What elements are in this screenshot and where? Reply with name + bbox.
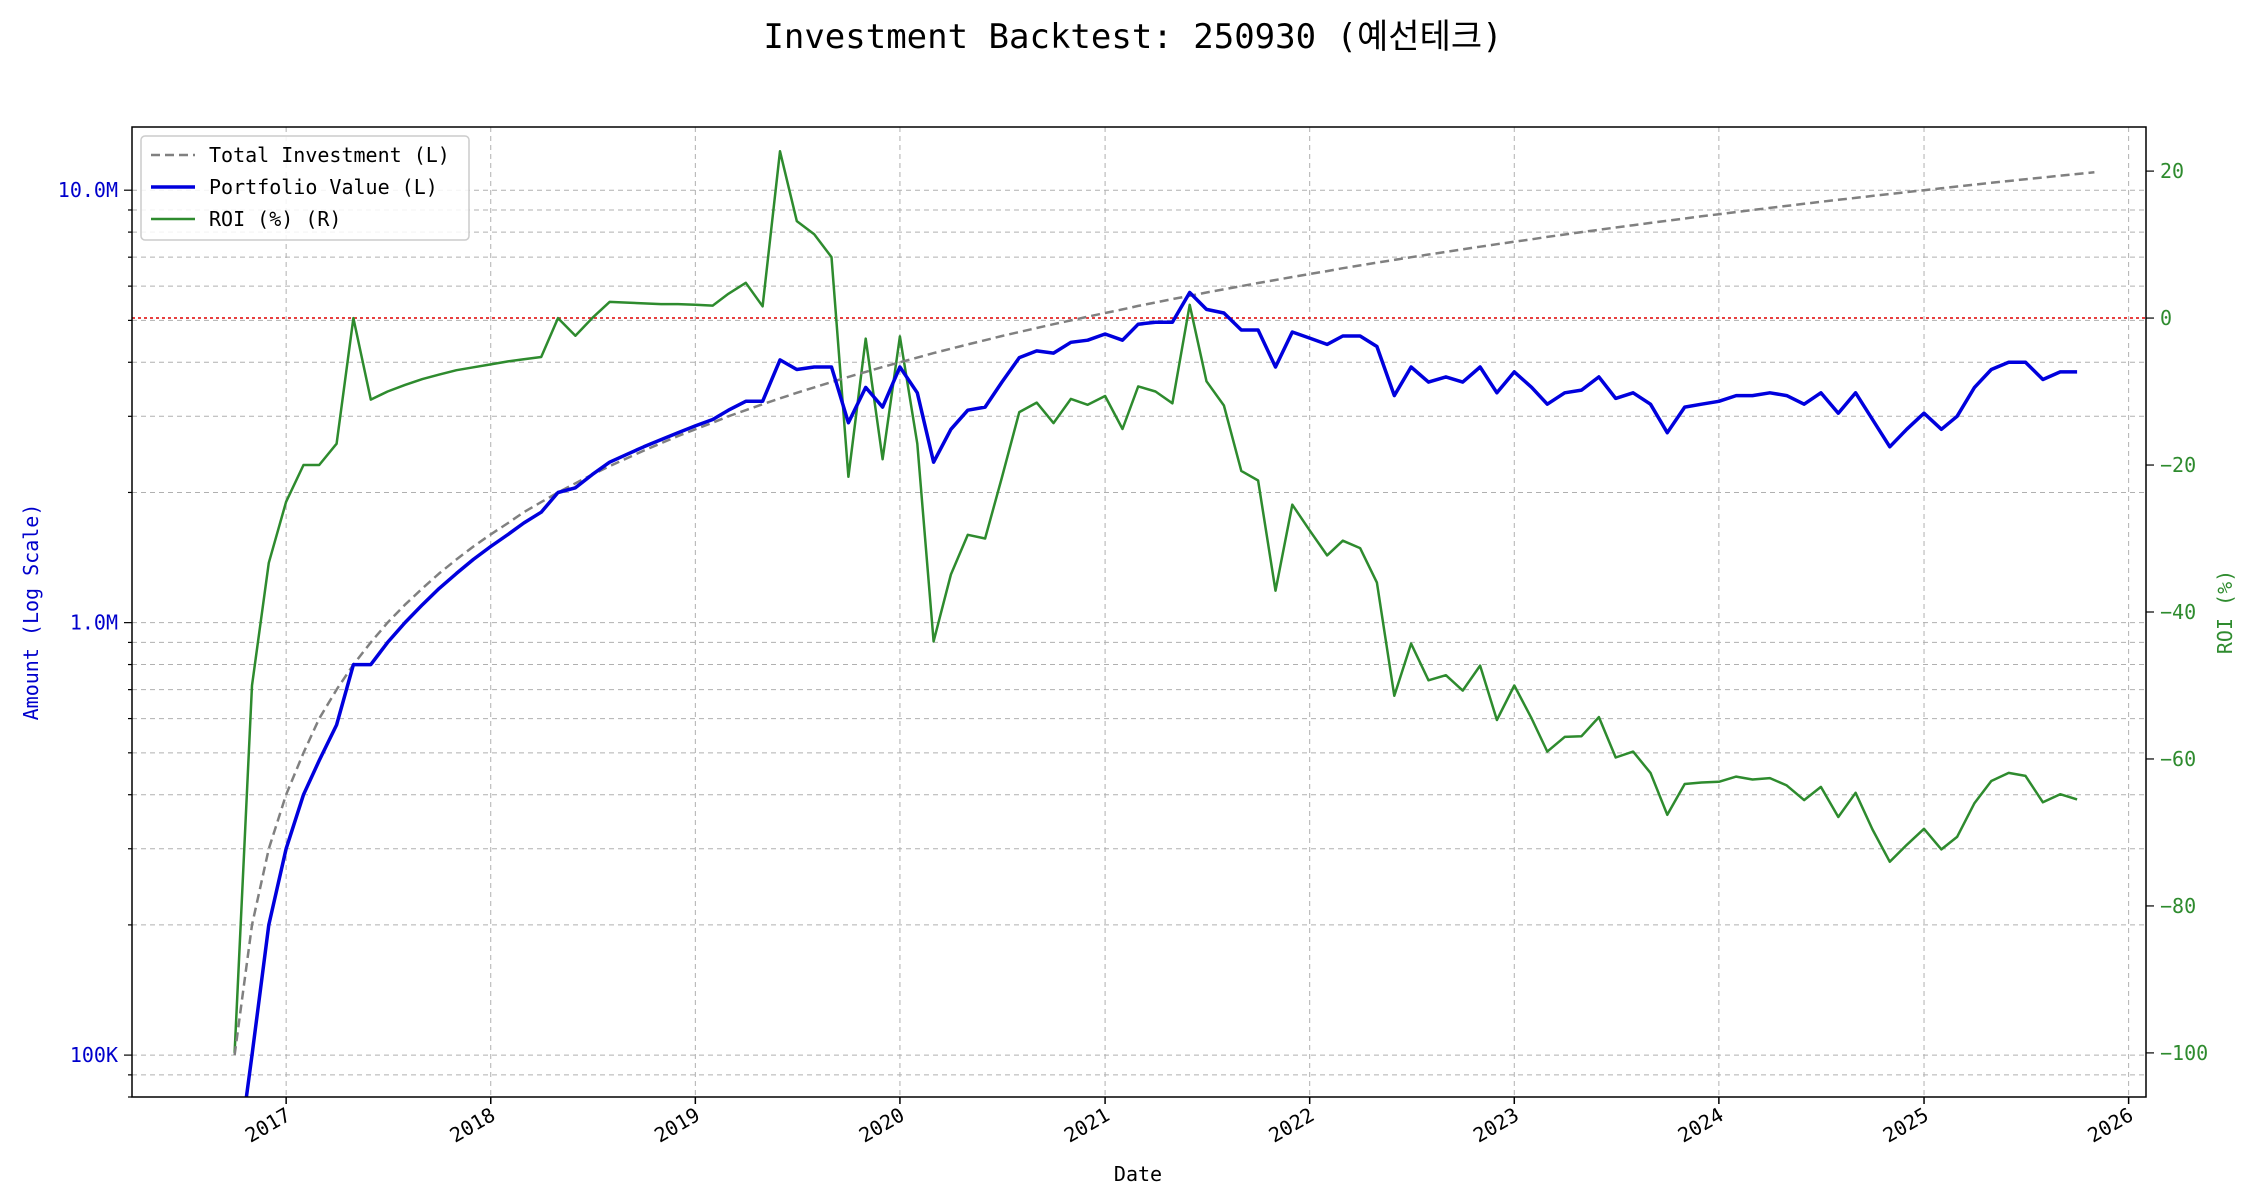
legend: Total Investment (L) Portfolio Value (L)… — [140, 135, 470, 241]
legend-box — [140, 135, 470, 241]
right-tick-label: −40 — [2160, 600, 2196, 624]
x-tick-label: 2022 — [1264, 1103, 1318, 1148]
left-y-axis-ticks: 100K 1.0M 10.0M — [58, 178, 132, 1098]
left-tick-label: 1.0M — [70, 611, 118, 635]
x-tick-label: 2017 — [241, 1103, 295, 1148]
legend-label-total-investment: Total Investment (L) — [209, 143, 450, 167]
x-axis-label: Date — [1114, 1162, 1162, 1186]
right-tick-label: −100 — [2160, 1041, 2208, 1065]
portfolio-value-line — [244, 290, 2078, 1097]
right-tick-label: 20 — [2160, 159, 2184, 183]
x-tick-label: 2025 — [1879, 1103, 1933, 1148]
left-tick-label: 10.0M — [58, 178, 118, 202]
plot-area — [233, 150, 2095, 1097]
right-tick-label: −60 — [2160, 747, 2196, 771]
x-tick-label: 2018 — [446, 1103, 500, 1148]
x-tick-label: 2024 — [1674, 1103, 1728, 1148]
plot-frame — [131, 126, 2147, 1098]
series-group — [233, 150, 2095, 1097]
x-tick-label: 2026 — [2083, 1103, 2137, 1148]
chart-title: Investment Backtest: 250930 (예선테크) — [763, 17, 1502, 57]
left-y-axis-label: Amount (Log Scale) — [19, 504, 43, 721]
roi-line — [233, 150, 2078, 1053]
x-tick-label: 2021 — [1060, 1103, 1114, 1148]
right-tick-label: −20 — [2160, 453, 2196, 477]
x-tick-label: 2020 — [855, 1103, 909, 1148]
x-tick-label: 2019 — [650, 1103, 704, 1148]
legend-label-portfolio-value: Portfolio Value (L) — [209, 175, 438, 199]
right-tick-label: −80 — [2160, 894, 2196, 918]
x-tick-label: 2023 — [1469, 1103, 1523, 1148]
legend-label-roi: ROI (%) (R) — [209, 207, 341, 231]
right-y-axis-ticks: 20 0 −20 −40 −60 −80 −100 — [2146, 159, 2208, 1065]
right-tick-label: 0 — [2160, 306, 2172, 330]
right-y-axis-label: ROI (%) — [2213, 570, 2237, 654]
total-investment-line — [233, 171, 2095, 1056]
x-axis-ticks: 2017 2018 2019 2020 2021 2022 2023 2024 2025 2026 — [241, 1097, 2137, 1147]
left-tick-label: 100K — [70, 1043, 118, 1067]
grid-lines — [132, 127, 2146, 1098]
